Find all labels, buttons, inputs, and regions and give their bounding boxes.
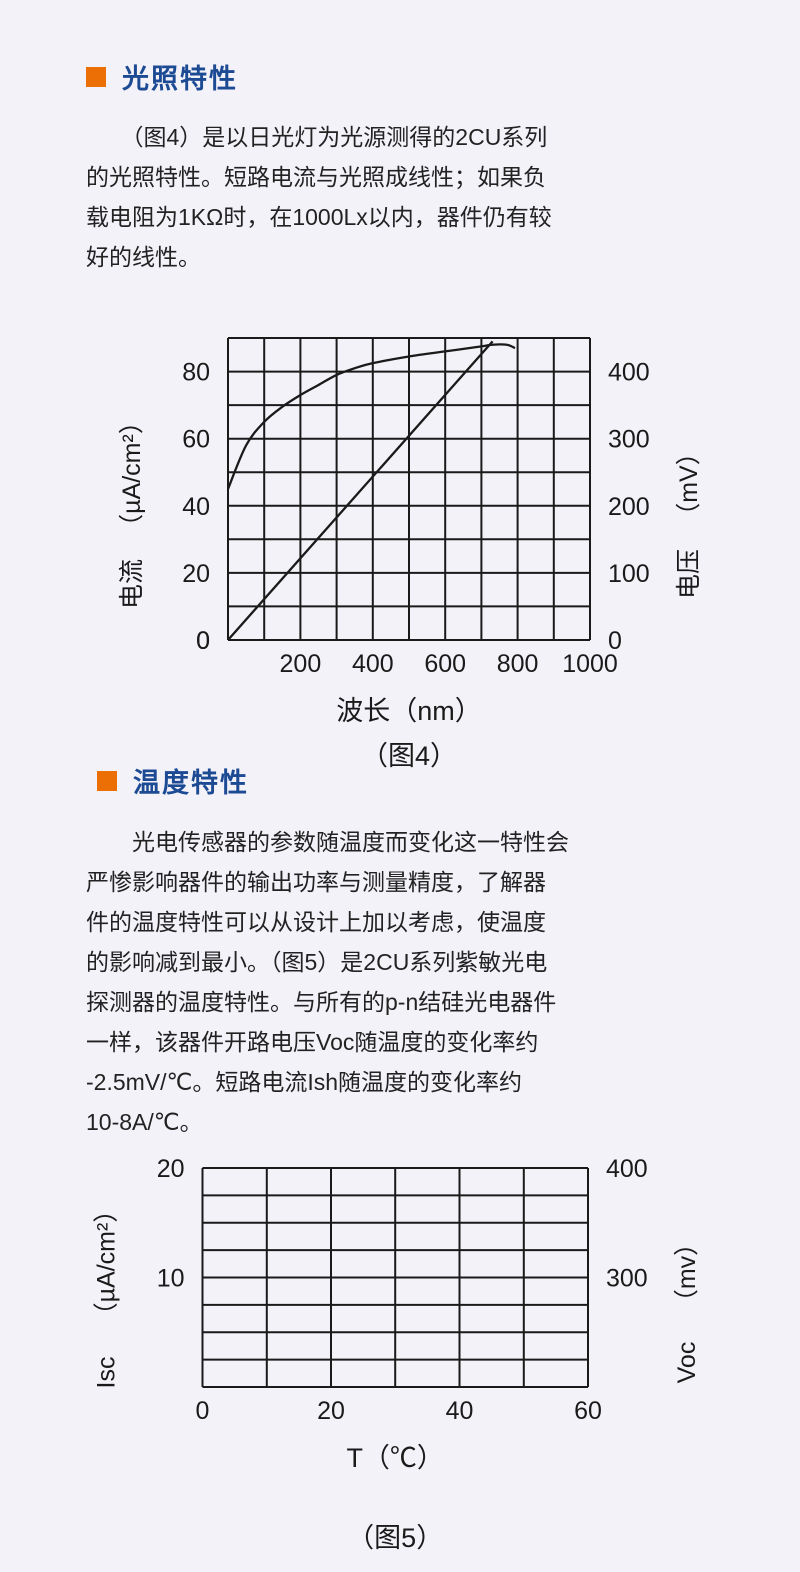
svg-text:60: 60	[574, 1397, 602, 1425]
svg-text:T（℃）: T（℃）	[346, 1443, 444, 1473]
svg-text:Voc: Voc	[673, 1342, 701, 1384]
svg-text:（µA/cm²）: （µA/cm²）	[93, 1198, 121, 1328]
svg-text:20: 20	[317, 1397, 345, 1425]
svg-text:（图5）: （图5）	[347, 1523, 443, 1553]
svg-text:（mv）: （mv）	[673, 1231, 701, 1314]
svg-text:0: 0	[196, 1397, 210, 1425]
svg-text:40: 40	[446, 1397, 474, 1425]
svg-text:Isc: Isc	[93, 1357, 121, 1389]
svg-text:300: 300	[606, 1265, 648, 1293]
svg-text:400: 400	[606, 1155, 648, 1183]
svg-text:20: 20	[157, 1155, 185, 1183]
svg-text:10: 10	[157, 1265, 185, 1293]
